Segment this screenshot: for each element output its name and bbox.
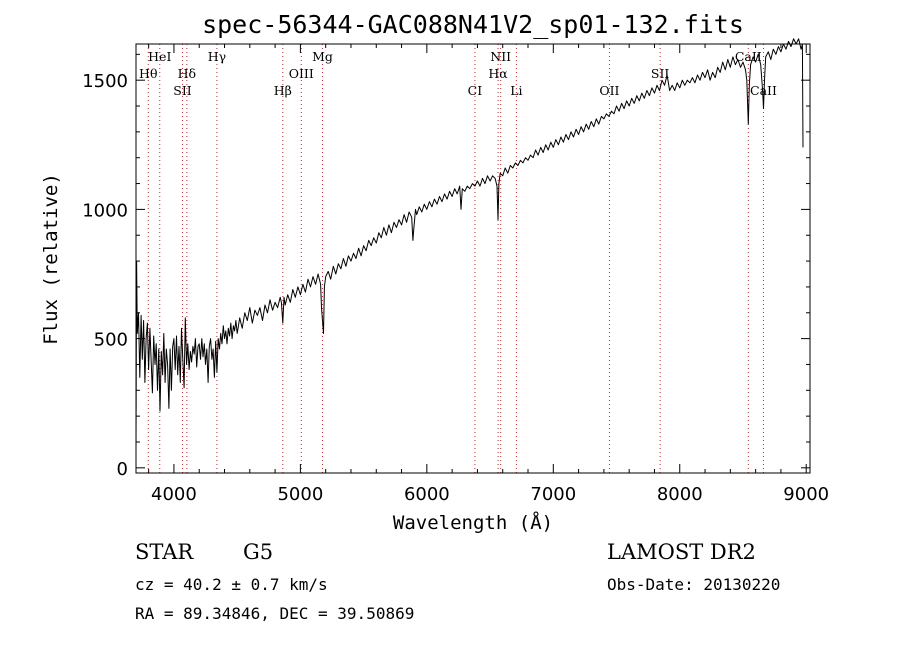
x-tick-label: 6000	[404, 484, 450, 505]
line-marker-label: Hβ	[274, 83, 292, 98]
observation-date: Obs-Date: 20130220	[607, 575, 780, 594]
line-marker-label: CaII	[750, 83, 777, 98]
coordinates-readout: RA = 89.34846, DEC = 39.50869	[135, 604, 414, 623]
y-tick-label: 500	[94, 330, 128, 351]
spectrum-series-line	[135, 38, 804, 450]
line-marker-label: OIII	[289, 66, 314, 81]
x-tick-label: 5000	[277, 484, 323, 505]
line-marker-label: SII	[651, 66, 670, 81]
y-tick-label: 1500	[82, 71, 128, 92]
y-axis-label: Flux (relative)	[40, 173, 62, 345]
x-tick-label: 8000	[657, 484, 703, 505]
line-marker-label: CI	[468, 83, 483, 98]
x-axis: 4000 5000 6000 7000 8000 9000	[148, 44, 829, 505]
line-marker-label: Hθ	[139, 66, 157, 81]
redshift-readout: cz = 40.2 ± 0.7 km/s	[135, 575, 328, 594]
x-tick-label: 4000	[151, 484, 197, 505]
y-axis: 0 500 1000 1500	[82, 53, 810, 480]
line-marker-label: NII	[490, 49, 511, 64]
x-axis-label: Wavelength (Å)	[393, 511, 553, 534]
x-tick-label: 7000	[530, 484, 576, 505]
line-marker-label: Hδ	[178, 66, 196, 81]
line-marker-label: Li	[510, 83, 522, 98]
subclass: G5	[243, 540, 273, 564]
chart-title: spec-56344-GAC088N41V2_sp01-132.fits	[202, 10, 744, 39]
plot-frame	[135, 43, 811, 474]
y-tick-label: 1000	[82, 200, 128, 221]
y-tick-label: 0	[117, 459, 128, 480]
line-marker-label: HeI	[148, 49, 171, 64]
object-type: STAR	[135, 540, 194, 564]
line-marker-label: OII	[599, 83, 619, 98]
line-marker-label: Mg	[312, 49, 333, 64]
x-tick-label: 9000	[783, 484, 829, 505]
line-marker-label: Hγ	[208, 49, 226, 64]
survey-name: LAMOST DR2	[607, 540, 756, 564]
line-marker-label: Hα	[488, 66, 508, 81]
line-marker-label: SII	[173, 83, 192, 98]
